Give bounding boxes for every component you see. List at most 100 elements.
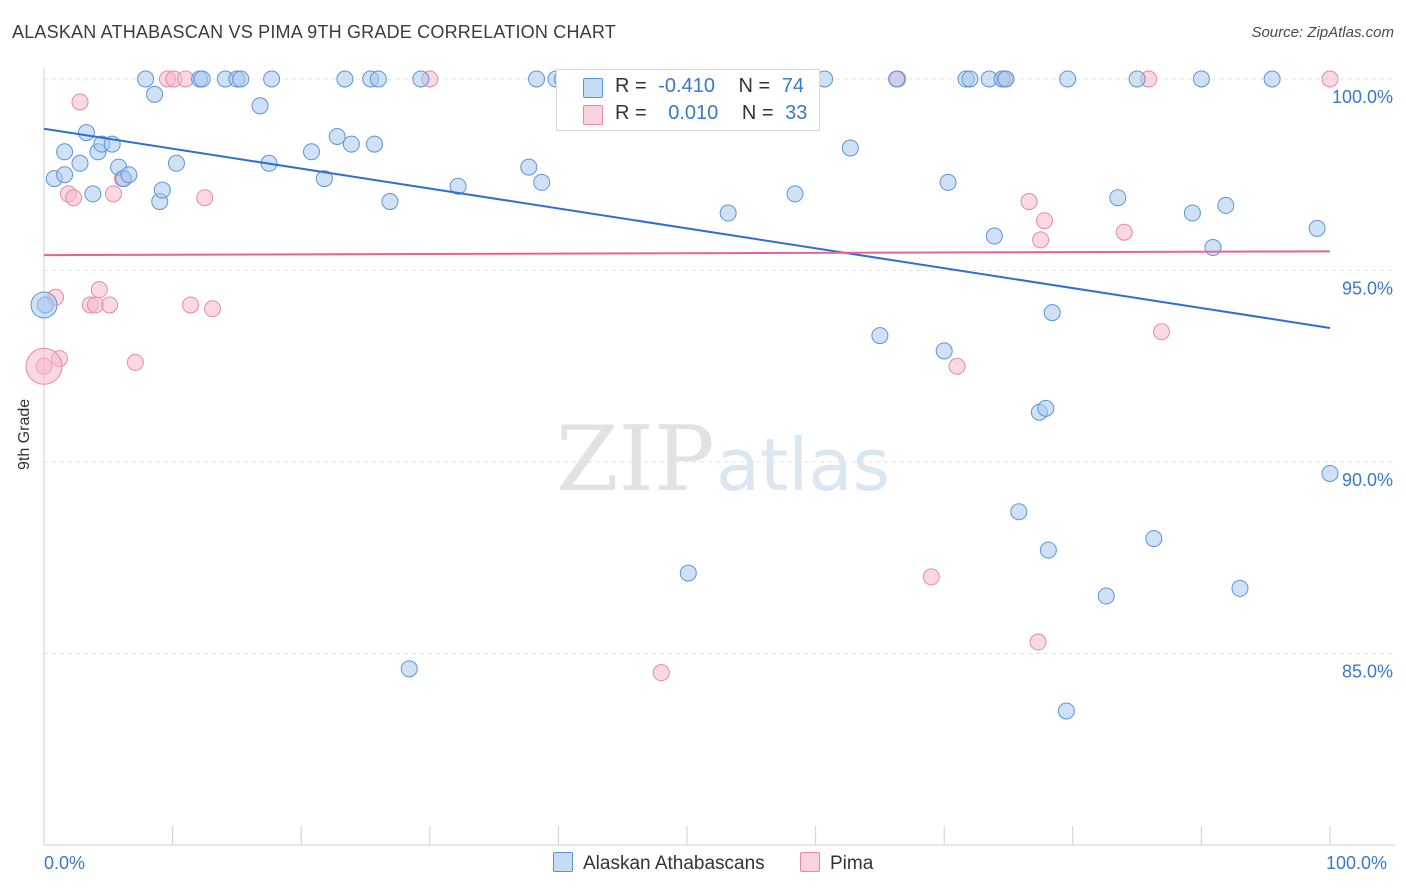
athabascan-point — [167, 154, 185, 172]
athabascan-point — [1097, 587, 1115, 605]
pima-point — [1032, 231, 1050, 249]
athabascan-point — [193, 70, 211, 88]
athabascan-point — [381, 193, 399, 211]
legend-r-value-pink: 0.010 — [668, 102, 719, 124]
watermark-zip: ZIP — [556, 407, 715, 512]
pima-point — [90, 281, 108, 299]
athabascan-point — [1321, 464, 1339, 482]
series-legend: Alaskan Athabascans Pima — [553, 852, 873, 875]
legend-r-label: R = — [615, 102, 647, 124]
source-label: Source: ZipAtlas.com — [1251, 24, 1394, 41]
athabascan-point — [400, 660, 418, 678]
trend-lines — [43, 127, 1331, 329]
athabascan-point — [1183, 204, 1201, 222]
legend-r-label: R = — [615, 75, 647, 97]
athabascan-point — [1039, 541, 1057, 559]
pima-point-large — [25, 347, 63, 385]
athabascan-point — [315, 170, 333, 188]
pima-point — [65, 189, 83, 207]
athabascan-point — [1308, 219, 1326, 237]
athabascan-point — [77, 124, 95, 142]
athabascan-point — [263, 70, 281, 88]
pima-point — [196, 189, 214, 207]
pima-point — [1036, 212, 1054, 230]
pima-point — [1115, 223, 1133, 241]
x-tick-label-max: 100.0% — [1326, 853, 1388, 873]
athabascan-point — [888, 70, 906, 88]
legend-n-value-pink: 33 — [785, 102, 808, 124]
athabascan-point — [719, 204, 737, 222]
athabascan-point — [997, 70, 1015, 88]
pima-point — [1153, 323, 1171, 341]
athabascan-point — [1010, 503, 1028, 521]
y-tick-label: 95.0% — [1342, 279, 1393, 299]
athabascan-point — [528, 70, 546, 88]
athabascan-point — [328, 127, 346, 145]
athabascan-point — [679, 564, 697, 582]
stats-legend: R = -0.410 N = 74 R = 0.010 N = 33 — [556, 69, 820, 131]
athabascan-point — [251, 97, 269, 115]
athabascan-point — [533, 173, 551, 191]
athabascan-point — [871, 327, 889, 345]
athabascan-point — [1109, 189, 1127, 207]
athabascan-point — [961, 70, 979, 88]
grid-lines — [44, 78, 1395, 654]
athabascan-point — [120, 166, 138, 184]
legend-label-pima: Pima — [829, 853, 874, 874]
pima-point — [1321, 70, 1339, 88]
watermark-atlas: atlas — [716, 423, 890, 507]
pima-point — [126, 353, 144, 371]
athabascan-points — [30, 70, 1339, 720]
pima-point — [922, 568, 940, 586]
athabascan-point — [1043, 304, 1061, 322]
pima-point — [1020, 193, 1038, 211]
athabascan-point — [342, 135, 360, 153]
athabascan-point — [412, 70, 430, 88]
athabascan-point — [1128, 70, 1146, 88]
pima-point — [101, 296, 119, 314]
legend-row-pink: R = 0.010 N = 33 — [583, 102, 808, 125]
pima-point — [104, 185, 122, 203]
y-tick-label: 85.0% — [1342, 662, 1393, 682]
legend-label-athabascan: Alaskan Athabascans — [583, 853, 765, 874]
legend-swatch-pink — [583, 105, 603, 125]
athabascan-point — [1059, 70, 1077, 88]
legend-r-value-blue: -0.410 — [658, 75, 715, 97]
pima-point — [176, 70, 194, 88]
legend-swatch-pima — [799, 852, 820, 872]
athabascan-point — [232, 70, 250, 88]
athabascan-point — [84, 185, 102, 203]
athabascan-point — [56, 166, 74, 184]
athabascan-point — [939, 173, 957, 191]
legend-swatch-blue — [583, 78, 603, 98]
athabascan-point — [1263, 70, 1281, 88]
legend-n-label: N = — [741, 102, 774, 124]
athabascan-point — [1145, 530, 1163, 548]
athabascan-point — [146, 85, 164, 103]
legend-swatch-athabascan — [553, 852, 573, 872]
athabascan-point-large — [30, 291, 58, 319]
athabascan-point — [985, 227, 1003, 245]
x-tick-label-min: 0.0% — [44, 853, 86, 873]
pima-points — [25, 70, 1339, 682]
pima-point — [203, 300, 221, 318]
athabascan-point — [1037, 399, 1055, 417]
pima-point — [86, 296, 104, 314]
athabascan-point — [1217, 196, 1235, 214]
pima-point — [182, 296, 200, 314]
pima-point — [652, 664, 670, 682]
athabascan-point — [71, 154, 89, 172]
athabascan-point — [841, 139, 859, 157]
axes — [43, 68, 1395, 846]
pima-trend-line — [43, 250, 1331, 257]
athabascan-point — [137, 70, 155, 88]
athabascan-point — [336, 70, 354, 88]
athabascan-point — [786, 185, 804, 203]
athabascan-point — [1057, 702, 1075, 720]
athabascan-point — [302, 143, 320, 161]
athabascan-point — [56, 143, 74, 161]
legend-n-label: N = — [738, 75, 771, 97]
y-tick-label: 90.0% — [1342, 470, 1393, 490]
athabascan-point — [1231, 579, 1249, 597]
